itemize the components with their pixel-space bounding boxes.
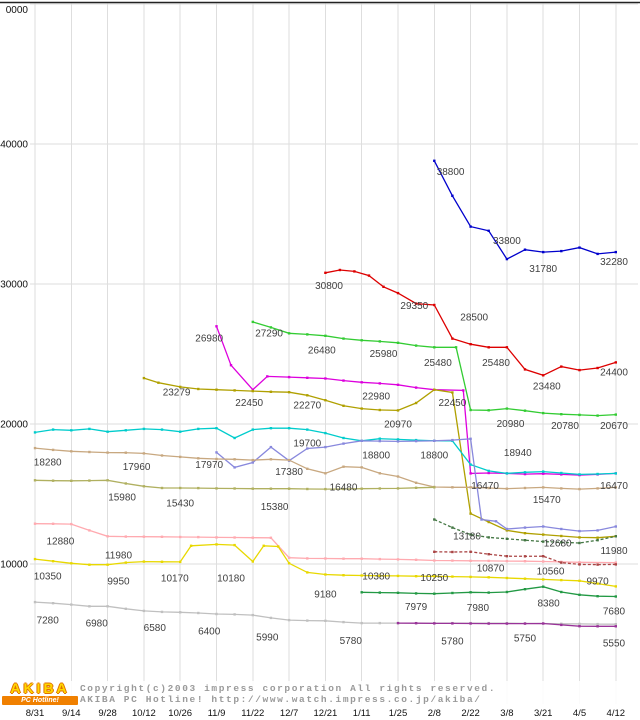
svg-text:2/8: 2/8 xyxy=(428,708,441,719)
svg-text:6400: 6400 xyxy=(198,627,221,638)
svg-text:32280: 32280 xyxy=(600,257,628,268)
svg-text:8/31: 8/31 xyxy=(26,708,45,719)
svg-text:7280: 7280 xyxy=(37,616,60,627)
svg-text:0000: 0000 xyxy=(6,5,29,16)
svg-text:10560: 10560 xyxy=(537,567,565,578)
svg-text:2/22: 2/22 xyxy=(461,708,480,719)
svg-text:8380: 8380 xyxy=(537,599,560,610)
svg-text:15380: 15380 xyxy=(261,502,289,513)
svg-text:10350: 10350 xyxy=(34,571,62,582)
svg-text:17380: 17380 xyxy=(275,467,303,478)
svg-text:20780: 20780 xyxy=(551,421,579,432)
svg-text:10180: 10180 xyxy=(217,574,245,585)
svg-text:4/5: 4/5 xyxy=(573,708,586,719)
svg-text:11980: 11980 xyxy=(105,550,133,561)
copyright-block: Copyright(c)2003 impress corporation All… xyxy=(80,681,496,705)
footer-watermark: AKIBA PC Hotline! Copyright(c)2003 impre… xyxy=(0,681,640,707)
svg-text:18940: 18940 xyxy=(504,448,532,459)
svg-text:1/25: 1/25 xyxy=(389,708,408,719)
svg-text:23480: 23480 xyxy=(533,382,561,393)
svg-text:28500: 28500 xyxy=(460,312,488,323)
svg-text:19700: 19700 xyxy=(293,438,321,449)
svg-text:16470: 16470 xyxy=(471,481,499,492)
svg-text:18800: 18800 xyxy=(362,450,390,461)
svg-text:4/12: 4/12 xyxy=(607,708,626,719)
svg-text:5990: 5990 xyxy=(256,632,279,643)
svg-text:15430: 15430 xyxy=(166,499,194,510)
svg-text:7680: 7680 xyxy=(603,606,626,617)
svg-text:38800: 38800 xyxy=(437,167,465,178)
svg-text:15470: 15470 xyxy=(533,495,561,506)
svg-text:20970: 20970 xyxy=(384,420,412,431)
svg-text:3/21: 3/21 xyxy=(534,708,553,719)
svg-text:30000: 30000 xyxy=(0,280,28,291)
svg-text:26480: 26480 xyxy=(308,345,336,356)
svg-text:11/22: 11/22 xyxy=(241,708,264,719)
svg-text:5550: 5550 xyxy=(603,639,626,650)
svg-text:10250: 10250 xyxy=(420,573,448,584)
svg-text:12880: 12880 xyxy=(46,536,74,547)
copyright-line1: Copyright(c)2003 impress corporation All… xyxy=(80,683,497,694)
svg-text:22270: 22270 xyxy=(293,401,321,412)
svg-text:10870: 10870 xyxy=(477,564,505,575)
svg-text:27290: 27290 xyxy=(255,329,283,340)
svg-text:9/14: 9/14 xyxy=(62,708,81,719)
svg-text:25980: 25980 xyxy=(370,349,398,360)
svg-text:18800: 18800 xyxy=(420,450,448,461)
svg-text:10380: 10380 xyxy=(362,571,390,582)
svg-text:6980: 6980 xyxy=(86,618,109,629)
svg-text:30800: 30800 xyxy=(315,281,343,292)
svg-text:10170: 10170 xyxy=(161,574,189,585)
svg-text:33800: 33800 xyxy=(493,236,521,247)
svg-text:13180: 13180 xyxy=(453,532,481,543)
svg-text:24400: 24400 xyxy=(600,368,628,379)
svg-text:5750: 5750 xyxy=(514,634,537,645)
svg-text:9180: 9180 xyxy=(314,590,337,601)
svg-text:9950: 9950 xyxy=(107,576,130,587)
akiba-logo-subtext: PC Hotline! xyxy=(2,696,78,705)
svg-text:16470: 16470 xyxy=(600,481,628,492)
svg-text:15980: 15980 xyxy=(108,492,136,503)
svg-text:12/21: 12/21 xyxy=(314,708,338,719)
svg-text:7980: 7980 xyxy=(467,603,490,614)
svg-text:20670: 20670 xyxy=(600,421,628,432)
svg-text:22450: 22450 xyxy=(235,398,263,409)
svg-text:9970: 9970 xyxy=(586,576,609,587)
svg-text:26980: 26980 xyxy=(195,333,223,344)
akiba-logo: AKIBA PC Hotline! xyxy=(2,681,78,706)
svg-text:17970: 17970 xyxy=(195,460,223,471)
svg-text:5780: 5780 xyxy=(340,636,363,647)
svg-text:25480: 25480 xyxy=(424,358,452,369)
svg-text:17960: 17960 xyxy=(123,462,151,473)
akiba-logo-text: AKIBA xyxy=(10,680,70,696)
copyright-line2: AKIBA PC Hotline! http://www.watch.impre… xyxy=(80,694,482,705)
svg-text:16480: 16480 xyxy=(330,483,358,494)
svg-text:12/7: 12/7 xyxy=(280,708,299,719)
svg-text:6580: 6580 xyxy=(144,623,167,634)
svg-text:10/12: 10/12 xyxy=(132,708,156,719)
svg-text:40000: 40000 xyxy=(0,140,28,151)
svg-text:12680: 12680 xyxy=(544,539,572,550)
svg-text:10000: 10000 xyxy=(0,560,28,571)
svg-text:11980: 11980 xyxy=(600,546,628,557)
svg-text:23279: 23279 xyxy=(163,387,191,398)
svg-text:10/26: 10/26 xyxy=(168,708,192,719)
svg-text:22450: 22450 xyxy=(438,398,466,409)
svg-text:9/28: 9/28 xyxy=(98,708,117,719)
svg-text:1/11: 1/11 xyxy=(353,708,371,719)
svg-text:22980: 22980 xyxy=(362,392,390,403)
svg-text:31780: 31780 xyxy=(529,264,557,275)
svg-text:5780: 5780 xyxy=(441,637,464,648)
svg-text:18280: 18280 xyxy=(34,457,62,468)
svg-text:29350: 29350 xyxy=(400,301,428,312)
svg-text:11/9: 11/9 xyxy=(208,708,226,719)
svg-text:25480: 25480 xyxy=(482,358,510,369)
svg-text:7979: 7979 xyxy=(405,602,428,613)
svg-text:3/8: 3/8 xyxy=(500,708,513,719)
svg-text:20000: 20000 xyxy=(0,420,28,431)
svg-text:20980: 20980 xyxy=(497,419,525,430)
